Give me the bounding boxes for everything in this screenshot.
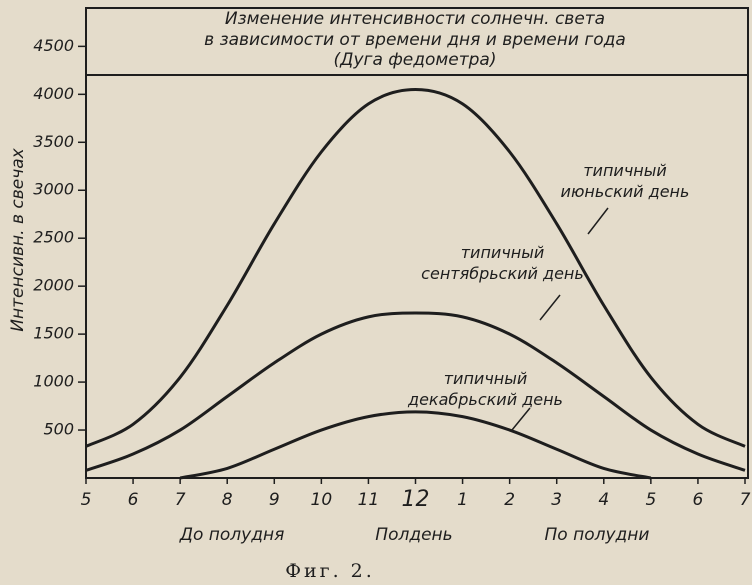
x-tick-label: 8 xyxy=(222,490,233,510)
pointer xyxy=(587,207,609,235)
y-tick-label: 4500 xyxy=(33,36,74,55)
x-tick-label: 11 xyxy=(358,490,380,510)
x-tick-label: 6 xyxy=(128,490,139,510)
caption: Фиг. 2. xyxy=(285,560,375,582)
x-tick-label: 5 xyxy=(81,490,92,510)
series-label: типичный декабрьский день xyxy=(408,369,563,409)
x-tick-label: 2 xyxy=(504,490,515,510)
x-tick-label: 9 xyxy=(269,490,280,510)
series-label: типичный сентябрьский день xyxy=(421,243,584,283)
x-annotation: До полудня xyxy=(179,525,285,545)
y-tick-label: 1000 xyxy=(33,372,74,391)
x-tick-label: 7 xyxy=(175,490,186,510)
y-tick-label: 2000 xyxy=(33,276,74,295)
y-tick-label: 2500 xyxy=(33,228,74,247)
x-annotation: Полдень xyxy=(375,525,452,545)
series-line xyxy=(85,88,746,448)
series-line xyxy=(179,410,652,480)
y-axis-label: Интенсивн. в свечах xyxy=(8,147,28,331)
y-tick-label: 3000 xyxy=(33,180,74,199)
x-tick-label: 1 xyxy=(457,490,468,510)
pointer xyxy=(539,294,561,321)
series-label: типичный июньский день xyxy=(560,161,690,201)
x-annotation: По полудни xyxy=(545,525,650,545)
subtitle: (Дуга федометра) xyxy=(334,50,497,70)
x-tick-label: 10 xyxy=(311,490,333,510)
title-line: в зависимости от времени дня и времени г… xyxy=(204,30,626,50)
y-tick-label: 1500 xyxy=(33,324,74,343)
x-tick-label: 7 xyxy=(740,490,751,510)
plot-frame xyxy=(85,7,749,479)
y-tick-label: 500 xyxy=(43,420,74,439)
x-tick-label: 4 xyxy=(598,490,609,510)
x-tick-label: 6 xyxy=(693,490,704,510)
y-tick-label: 4000 xyxy=(33,84,74,103)
x-tick-label: 5 xyxy=(645,490,656,510)
x-tick-label: 3 xyxy=(551,490,562,510)
pointer xyxy=(511,407,531,431)
x-tick-label: 12 xyxy=(402,487,430,512)
y-tick-label: 3500 xyxy=(33,132,74,151)
title-line: Изменение интенсивности солнечн. света xyxy=(225,9,605,29)
series-line xyxy=(85,311,746,472)
